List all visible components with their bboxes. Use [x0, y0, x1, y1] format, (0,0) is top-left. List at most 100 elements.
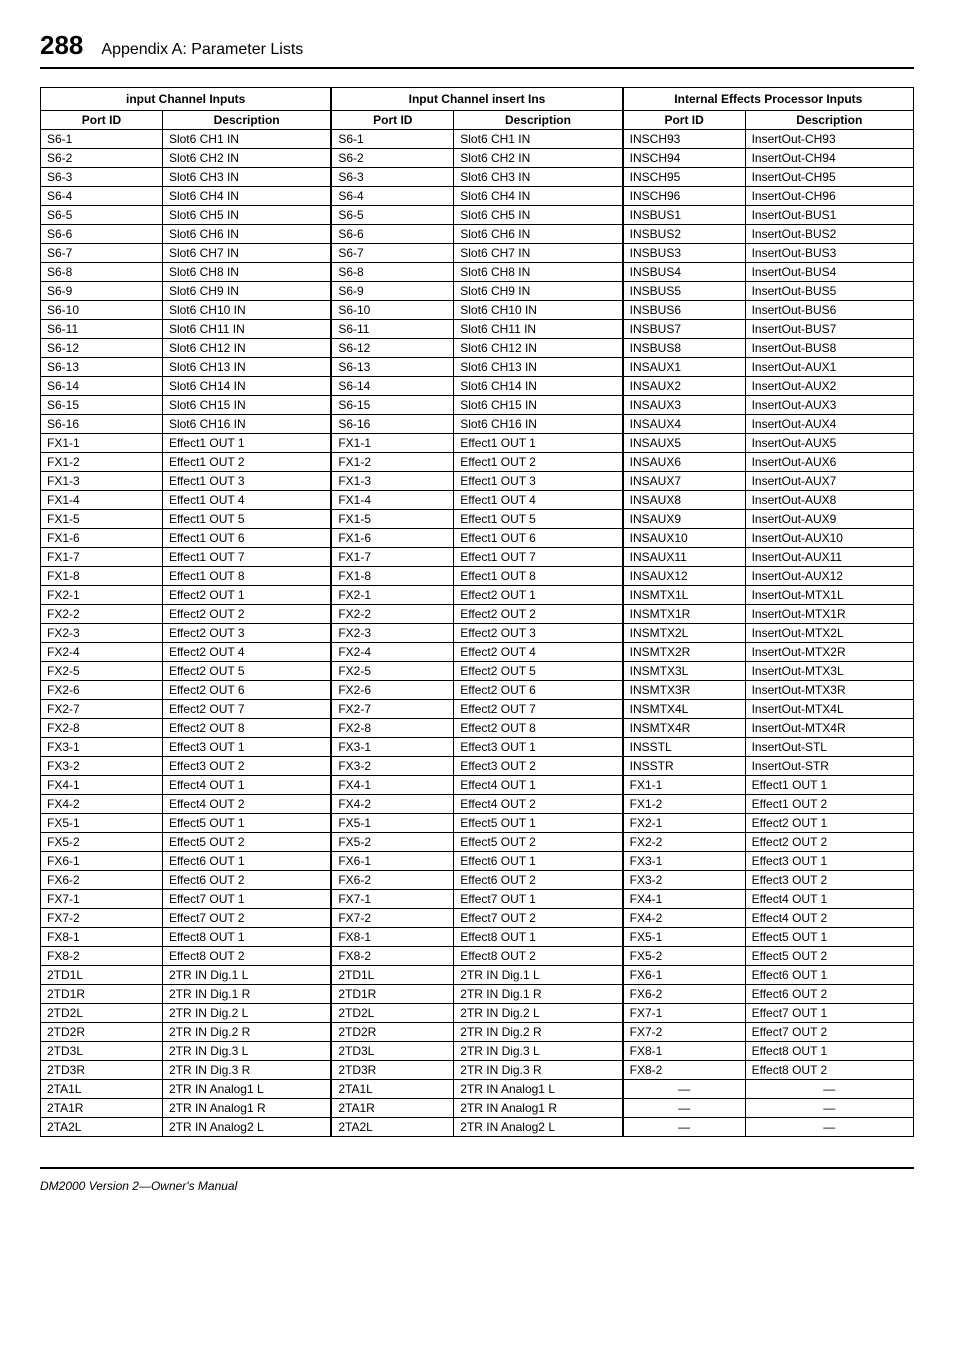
port-id-cell: 2TA1R [41, 1099, 163, 1118]
description-cell: Effect5 OUT 1 [162, 814, 330, 833]
description-cell: InsertOut-BUS5 [745, 282, 913, 301]
port-id-cell: INSMTX3L [623, 662, 745, 681]
table-row: FX1-4Effect1 OUT 4 [41, 491, 331, 510]
port-id-cell: 2TD3L [332, 1042, 454, 1061]
port-id-cell: FX4-2 [332, 795, 454, 814]
description-cell: Effect2 OUT 7 [162, 700, 330, 719]
description-cell: 2TR IN Dig.3 R [454, 1061, 622, 1080]
port-id-cell: INSAUX3 [623, 396, 745, 415]
table-row: S6-9Slot6 CH9 IN [41, 282, 331, 301]
table-row: FX1-7Effect1 OUT 7 [41, 548, 331, 567]
description-cell: InsertOut-BUS8 [745, 339, 913, 358]
port-id-cell: FX8-1 [623, 1042, 745, 1061]
port-id-cell: FX7-1 [332, 890, 454, 909]
description-cell: InsertOut-AUX11 [745, 548, 913, 567]
table-row: 2TA2L2TR IN Analog2 L [332, 1118, 622, 1137]
port-id-cell: 2TD3R [41, 1061, 163, 1080]
port-id-cell: INSSTL [623, 738, 745, 757]
port-id-cell: 2TA1L [41, 1080, 163, 1099]
table-row: FX2-3Effect2 OUT 3 [41, 624, 331, 643]
description-cell: Effect2 OUT 6 [162, 681, 330, 700]
port-id-cell: S6-1 [41, 130, 163, 149]
port-id-cell: FX3-1 [623, 852, 745, 871]
description-cell: Slot6 CH10 IN [162, 301, 330, 320]
table-row: INSAUX7InsertOut-AUX7 [623, 472, 913, 491]
description-cell: Effect1 OUT 6 [162, 529, 330, 548]
table-row: S6-1Slot6 CH1 IN [332, 130, 622, 149]
description-cell: Effect1 OUT 1 [454, 434, 622, 453]
description-cell: 2TR IN Dig.1 L [454, 966, 622, 985]
table-row: S6-3Slot6 CH3 IN [332, 168, 622, 187]
description-cell: Effect1 OUT 5 [454, 510, 622, 529]
description-cell: Effect6 OUT 1 [162, 852, 330, 871]
description-cell: Effect5 OUT 1 [745, 928, 913, 947]
description-cell: InsertOut-AUX12 [745, 567, 913, 586]
description-cell: InsertOut-MTX2L [745, 624, 913, 643]
port-id-cell: FX1-7 [41, 548, 163, 567]
port-id-cell: 2TA1R [332, 1099, 454, 1118]
port-id-cell: INSMTX1R [623, 605, 745, 624]
port-id-cell: INSBUS8 [623, 339, 745, 358]
description-cell: Slot6 CH2 IN [162, 149, 330, 168]
param-table: input Channel InputsPort IDDescriptionS6… [40, 87, 331, 1137]
description-cell: Effect4 OUT 1 [162, 776, 330, 795]
table-row: INSMTX1RInsertOut-MTX1R [623, 605, 913, 624]
port-id-cell: FX1-4 [41, 491, 163, 510]
description-cell: Effect2 OUT 3 [454, 624, 622, 643]
table-row: INSAUX11InsertOut-AUX11 [623, 548, 913, 567]
port-id-cell: INSCH95 [623, 168, 745, 187]
description-cell: Effect7 OUT 2 [454, 909, 622, 928]
table-row: FX1-6Effect1 OUT 6 [41, 529, 331, 548]
table-row: FX1-6Effect1 OUT 6 [332, 529, 622, 548]
table-row: FX6-2Effect6 OUT 2 [332, 871, 622, 890]
description-cell: Effect4 OUT 2 [162, 795, 330, 814]
port-id-cell: FX3-1 [41, 738, 163, 757]
description-cell: Effect6 OUT 1 [745, 966, 913, 985]
table-row: FX2-7Effect2 OUT 7 [332, 700, 622, 719]
description-cell: Effect2 OUT 2 [454, 605, 622, 624]
description-cell: Slot6 CH7 IN [454, 244, 622, 263]
description-cell: Effect7 OUT 1 [454, 890, 622, 909]
port-id-cell: INSBUS4 [623, 263, 745, 282]
port-id-cell: S6-9 [332, 282, 454, 301]
description-cell: Slot6 CH9 IN [454, 282, 622, 301]
description-cell: Effect3 OUT 2 [454, 757, 622, 776]
table-row: FX2-7Effect2 OUT 7 [41, 700, 331, 719]
port-id-cell: FX1-7 [332, 548, 454, 567]
table-row: S6-12Slot6 CH12 IN [41, 339, 331, 358]
description-cell: Effect2 OUT 1 [454, 586, 622, 605]
port-id-cell: FX7-2 [41, 909, 163, 928]
table-row: FX2-5Effect2 OUT 5 [332, 662, 622, 681]
table-row: INSBUS5InsertOut-BUS5 [623, 282, 913, 301]
table-row: FX4-1Effect4 OUT 1 [332, 776, 622, 795]
description-cell: InsertOut-AUX9 [745, 510, 913, 529]
page-header: 288 Appendix A: Parameter Lists [40, 30, 914, 69]
table-row: FX7-1Effect7 OUT 1 [623, 1004, 913, 1023]
table-row: FX7-2Effect7 OUT 2 [623, 1023, 913, 1042]
table-row: FX2-8Effect2 OUT 8 [332, 719, 622, 738]
table-row: INSBUS1InsertOut-BUS1 [623, 206, 913, 225]
table-row: S6-10Slot6 CH10 IN [332, 301, 622, 320]
port-id-cell: INSBUS5 [623, 282, 745, 301]
section-header: Internal Effects Processor Inputs [623, 88, 913, 111]
table-row: FX8-1Effect8 OUT 1 [332, 928, 622, 947]
table-row: 2TD1R2TR IN Dig.1 R [332, 985, 622, 1004]
description-cell: Effect1 OUT 1 [162, 434, 330, 453]
description-cell: Effect8 OUT 1 [454, 928, 622, 947]
port-id-cell: FX2-8 [41, 719, 163, 738]
description-cell: Slot6 CH13 IN [454, 358, 622, 377]
description-cell: InsertOut-CH94 [745, 149, 913, 168]
port-id-cell: FX4-1 [623, 890, 745, 909]
table-row: FX2-2Effect2 OUT 2 [41, 605, 331, 624]
port-id-cell: FX6-2 [332, 871, 454, 890]
table-row: S6-11Slot6 CH11 IN [41, 320, 331, 339]
table-row: INSMTX4RInsertOut-MTX4R [623, 719, 913, 738]
table-row: 2TD3R2TR IN Dig.3 R [332, 1061, 622, 1080]
description-cell: — [745, 1118, 913, 1137]
table-row: FX8-1Effect8 OUT 1 [623, 1042, 913, 1061]
port-id-cell: INSMTX2L [623, 624, 745, 643]
page-number: 288 [40, 30, 83, 61]
table-row: FX2-3Effect2 OUT 3 [332, 624, 622, 643]
port-id-cell: S6-12 [332, 339, 454, 358]
description-cell: InsertOut-BUS3 [745, 244, 913, 263]
